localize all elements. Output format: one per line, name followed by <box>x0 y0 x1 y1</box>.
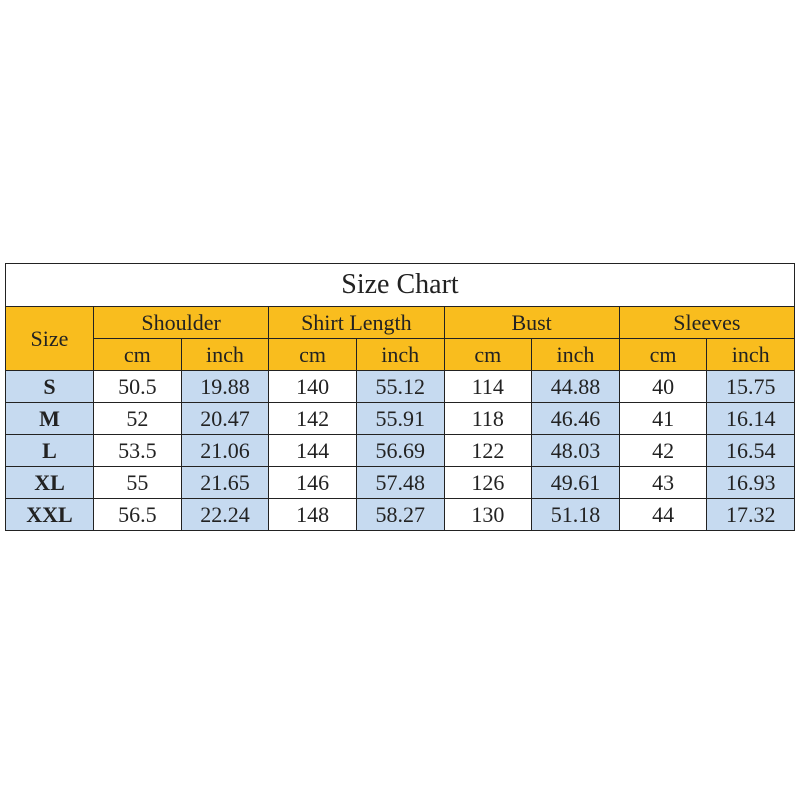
measurement: 57.48 <box>355 466 445 499</box>
table-row: Size Shoulder Shirt Length Bust Sleeves <box>5 306 796 371</box>
measurement: 22.24 <box>180 498 270 531</box>
unit-header: inch <box>706 338 795 371</box>
group-header: Shirt Length <box>268 306 445 339</box>
measurement: 148 <box>268 498 357 531</box>
measurement: 140 <box>268 370 357 403</box>
unit-header: inch <box>355 338 445 371</box>
measurement: 130 <box>443 498 533 531</box>
measurement: 48.03 <box>531 434 620 467</box>
measurement: 142 <box>268 402 357 435</box>
table-title: Size Chart <box>5 263 795 307</box>
measurement: 15.75 <box>706 370 795 403</box>
measurement: 56.69 <box>355 434 445 467</box>
measurement: 144 <box>268 434 357 467</box>
measurement: 58.27 <box>355 498 445 531</box>
measurement: 122 <box>443 434 533 467</box>
unit-header: cm <box>618 338 708 371</box>
measurement: 41 <box>618 402 708 435</box>
table-row: Size Chart <box>5 263 795 307</box>
measurement: 20.47 <box>180 402 270 435</box>
measurement: 49.61 <box>531 466 620 499</box>
measurement: 17.32 <box>706 498 795 531</box>
measurement: 146 <box>268 466 357 499</box>
measurement: 55 <box>93 466 182 499</box>
measurement: 46.46 <box>531 402 620 435</box>
measurement: 16.93 <box>706 466 795 499</box>
group-header: Shoulder <box>92 306 270 339</box>
measurement: 21.06 <box>180 434 270 467</box>
unit-header: cm <box>443 338 533 371</box>
measurement: 16.54 <box>706 434 795 467</box>
measurement: 55.91 <box>355 402 445 435</box>
measurement: 44 <box>618 498 708 531</box>
measurement: 56.5 <box>93 498 182 531</box>
measurement: 118 <box>443 402 533 435</box>
measurement: 52 <box>93 402 182 435</box>
unit-header: inch <box>531 338 620 371</box>
size-label: M <box>5 402 94 435</box>
measurement: 44.88 <box>531 370 620 403</box>
size-label: XXL <box>5 498 94 531</box>
unit-header: inch <box>180 338 270 371</box>
measurement: 42 <box>618 434 708 467</box>
measurement: 21.65 <box>180 466 270 499</box>
size-header: Size <box>5 306 94 371</box>
table-row: L 53.5 21.06 144 56.69 122 48.03 42 16.54 <box>5 434 795 467</box>
group-header: Bust <box>443 306 620 339</box>
table-row: XL 55 21.65 146 57.48 126 49.61 43 16.93 <box>5 466 795 499</box>
table-row: S 50.5 19.88 140 55.12 114 44.88 40 15.75 <box>5 370 795 403</box>
table-row: XXL 56.5 22.24 148 58.27 130 51.18 44 17.32 <box>5 498 795 531</box>
measurement: 40 <box>618 370 708 403</box>
size-label: XL <box>5 466 94 499</box>
measurement: 50.5 <box>93 370 182 403</box>
measurement: 55.12 <box>355 370 445 403</box>
size-label: S <box>5 370 94 403</box>
measurement: 51.18 <box>531 498 620 531</box>
measurement: 16.14 <box>706 402 795 435</box>
group-header: Sleeves <box>618 306 796 339</box>
table-row: cm inch cm inch cm inch cm inch <box>6 338 795 371</box>
unit-header: cm <box>93 338 182 371</box>
size-label: L <box>5 434 94 467</box>
table-row: M 52 20.47 142 55.91 118 46.46 41 16.14 <box>5 402 795 435</box>
unit-header: cm <box>268 338 357 371</box>
measurement: 114 <box>443 370 533 403</box>
measurement: 43 <box>618 466 708 499</box>
size-chart-table: Size Chart Size Shoulder Shirt Length Bust Sl… <box>5 263 796 531</box>
measurement: 53.5 <box>93 434 182 467</box>
measurement: 19.88 <box>180 370 270 403</box>
measurement: 126 <box>443 466 533 499</box>
